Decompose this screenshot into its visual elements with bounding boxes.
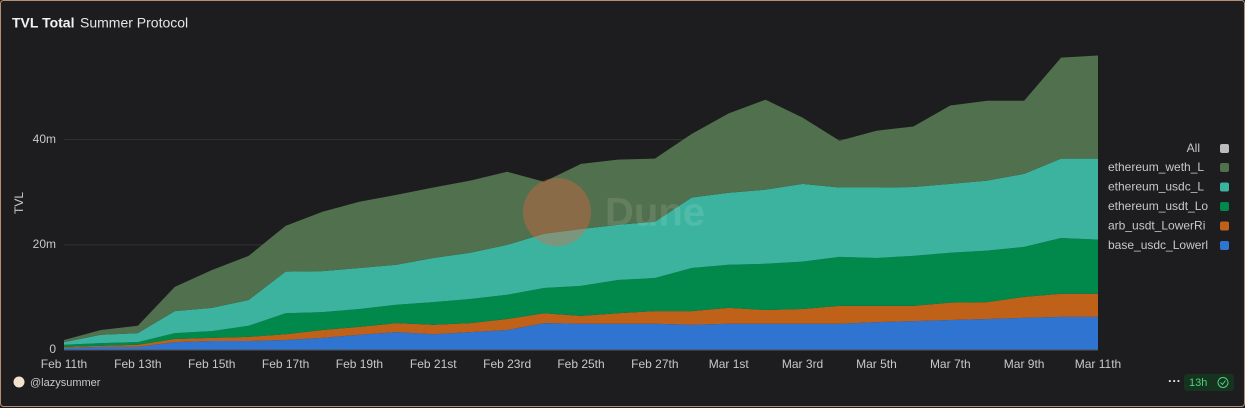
menu[interactable]: ··· — [1168, 373, 1181, 388]
footer-age: 13h — [1189, 377, 1207, 389]
area — [64, 293, 1098, 348]
x-tick-label: Feb 21st — [410, 357, 457, 371]
legend-swatch — [1220, 221, 1229, 231]
watermark-logo — [523, 178, 591, 246]
y-tick-label: 0 — [49, 342, 56, 356]
area — [64, 237, 1098, 347]
watermark: Dune — [605, 191, 705, 235]
chart-subtitle: Summer Protocol — [80, 15, 188, 31]
area — [64, 158, 1098, 345]
x-tick-label: Feb 19th — [336, 357, 383, 371]
age-badge — [1184, 374, 1234, 391]
chart-title: TVL Total — [12, 15, 74, 31]
footer-user[interactable]: @lazysummer — [30, 377, 101, 389]
legend-swatch — [1220, 202, 1229, 211]
legend-label[interactable]: arb_usdt_LowerRi — [1108, 219, 1205, 233]
avatar — [13, 376, 25, 388]
x-tick-label: Feb 25th — [557, 357, 604, 371]
y-axis-label: TVL — [12, 192, 26, 214]
y-tick-label: 20m — [33, 237, 56, 251]
legend-swatch — [1220, 163, 1229, 172]
area — [64, 316, 1098, 350]
x-tick-label: Feb 27th — [631, 357, 678, 371]
legend-swatch — [1220, 241, 1229, 250]
legend-label[interactable]: base_usdc_Lowerl — [1108, 238, 1208, 252]
check-icon — [1217, 377, 1229, 388]
x-tick-label: Feb 13th — [114, 357, 161, 371]
legend-label[interactable]: ethereum_usdt_Lo — [1108, 199, 1208, 213]
x-tick-label: Mar 1st — [709, 357, 750, 371]
legend-swatch[interactable] — [1220, 144, 1229, 153]
x-tick-label: Feb 23rd — [483, 357, 531, 371]
x-tick-label: Mar 9th — [1004, 357, 1045, 371]
x-tick-label: Mar 7th — [930, 357, 971, 371]
x-tick-label: Mar 5th — [856, 357, 897, 371]
x-tick-label: Mar 11th — [1075, 357, 1121, 371]
x-tick-label: Mar 3rd — [782, 357, 823, 371]
legend-label[interactable]: ethereum_usdc_L — [1108, 180, 1204, 194]
legend-label[interactable]: All — [1187, 141, 1200, 155]
legend-label[interactable]: ethereum_weth_L — [1108, 160, 1204, 174]
x-tick-label: Feb 17th — [262, 357, 309, 371]
area — [64, 55, 1098, 343]
x-tick-label: Feb 11th — [41, 357, 87, 371]
plot — [64, 55, 1098, 351]
y-tick-label: 40m — [33, 132, 56, 146]
x-tick-label: Feb 15th — [188, 357, 235, 371]
legend-swatch — [1220, 182, 1229, 192]
check-icon — [1220, 380, 1226, 386]
